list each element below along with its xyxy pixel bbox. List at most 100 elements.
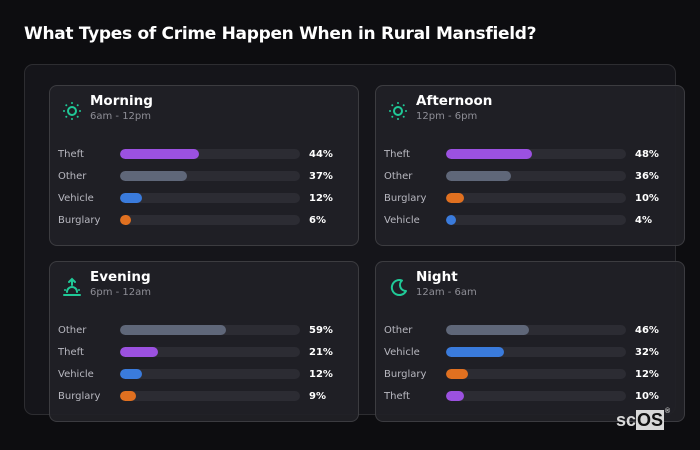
bar-fill: [120, 171, 187, 181]
bar-value: 10%: [635, 391, 659, 402]
bar-label: Burglary: [384, 369, 427, 380]
bar-fill: [446, 193, 464, 203]
bar-list: Other 59% Theft 21% Vehicle 12% Burglary 9%: [50, 323, 358, 411]
bar-label: Other: [384, 325, 413, 336]
bar-label: Burglary: [384, 193, 427, 204]
card-afternoon: Afternoon 12pm - 6pm Theft 48% Other 36% Bur…: [375, 85, 685, 246]
bar-track: [446, 391, 626, 401]
bar-value: 46%: [635, 325, 659, 336]
bar-value: 44%: [309, 149, 333, 160]
bar-row-burglary: Burglary 6%: [50, 213, 358, 235]
scos-logo: sc OS ®: [616, 408, 671, 430]
bar-fill: [446, 369, 468, 379]
bar-track: [120, 325, 300, 335]
bar-fill: [446, 325, 529, 335]
card-evening: Evening 6pm - 12am Other 59% Theft 21% Vehic…: [49, 261, 359, 422]
bar-value: 32%: [635, 347, 659, 358]
card-subtitle: 12pm - 6pm: [416, 111, 478, 122]
bar-fill: [446, 171, 511, 181]
bar-track: [120, 193, 300, 203]
bar-label: Vehicle: [58, 369, 94, 380]
bar-label: Vehicle: [384, 347, 420, 358]
bar-fill: [120, 193, 142, 203]
bar-fill: [446, 347, 504, 357]
bar-list: Theft 44% Other 37% Vehicle 12% Burglary 6%: [50, 147, 358, 235]
bar-value: 48%: [635, 149, 659, 160]
bar-row-vehicle: Vehicle 12%: [50, 367, 358, 389]
card-title: Morning: [90, 93, 153, 109]
bar-row-other: Other 46%: [376, 323, 684, 345]
card-morning: Morning 6am - 12pm Theft 44% Other 37% Vehic…: [49, 85, 359, 246]
logo-os: OS: [636, 410, 665, 430]
bar-track: [446, 347, 626, 357]
bar-track: [446, 215, 626, 225]
bar-fill: [120, 325, 227, 335]
bar-track: [446, 369, 626, 379]
bar-value: 21%: [309, 347, 333, 358]
bar-track: [120, 171, 300, 181]
card-subtitle: 12am - 6am: [416, 287, 477, 298]
bar-row-burglary: Burglary 9%: [50, 389, 358, 411]
card-subtitle: 6am - 12pm: [90, 111, 152, 122]
bar-label: Vehicle: [384, 215, 420, 226]
bar-track: [446, 325, 626, 335]
logo-sc: sc: [616, 410, 637, 430]
bar-row-other: Other 36%: [376, 169, 684, 191]
bar-track: [446, 193, 626, 203]
bar-track: [120, 215, 300, 225]
sun-icon: [387, 100, 409, 122]
bar-label: Other: [58, 171, 87, 182]
bar-row-other: Other 37%: [50, 169, 358, 191]
bar-value: 59%: [309, 325, 333, 336]
bar-value: 37%: [309, 171, 333, 182]
sun-icon: [61, 100, 83, 122]
bar-value: 4%: [635, 215, 652, 226]
bar-label: Theft: [58, 149, 84, 160]
bar-label: Burglary: [58, 391, 101, 402]
bar-row-burglary: Burglary 12%: [376, 367, 684, 389]
bar-row-burglary: Burglary 10%: [376, 191, 684, 213]
bar-label: Other: [384, 171, 413, 182]
bar-row-vehicle: Vehicle 4%: [376, 213, 684, 235]
bar-label: Theft: [58, 347, 84, 358]
card-night: Night 12am - 6am Other 46% Vehicle 32% Burgl…: [375, 261, 685, 422]
bar-label: Other: [58, 325, 87, 336]
bar-label: Theft: [384, 149, 410, 160]
bar-track: [446, 149, 626, 159]
bar-fill: [120, 391, 137, 401]
bar-row-vehicle: Vehicle 32%: [376, 345, 684, 367]
bar-label: Burglary: [58, 215, 101, 226]
bar-row-other: Other 59%: [50, 323, 358, 345]
bar-list: Theft 48% Other 36% Burglary 10% Vehicle 4%: [376, 147, 684, 235]
bar-track: [120, 347, 300, 357]
bar-value: 36%: [635, 171, 659, 182]
registered-mark: ®: [665, 408, 671, 415]
bar-row-theft: Theft 48%: [376, 147, 684, 169]
bar-value: 12%: [309, 369, 333, 380]
bar-label: Vehicle: [58, 193, 94, 204]
bar-value: 10%: [635, 193, 659, 204]
card-title: Afternoon: [416, 93, 493, 109]
bar-fill: [120, 347, 158, 357]
bar-fill: [120, 215, 131, 225]
bar-list: Other 46% Vehicle 32% Burglary 12% Theft 10%: [376, 323, 684, 411]
bar-track: [120, 369, 300, 379]
card-title: Night: [416, 269, 458, 285]
card-title: Evening: [90, 269, 151, 285]
bar-track: [446, 171, 626, 181]
sunset-icon: [61, 276, 83, 298]
bar-row-theft: Theft 44%: [50, 147, 358, 169]
bar-row-theft: Theft 21%: [50, 345, 358, 367]
bar-label: Theft: [384, 391, 410, 402]
bar-fill: [446, 391, 464, 401]
page-title: What Types of Crime Happen When in Rural…: [24, 24, 537, 44]
bar-fill: [120, 369, 142, 379]
moon-icon: [387, 276, 409, 298]
bar-fill: [120, 149, 200, 159]
bar-track: [120, 391, 300, 401]
bar-row-vehicle: Vehicle 12%: [50, 191, 358, 213]
bar-fill: [446, 149, 533, 159]
bar-value: 12%: [635, 369, 659, 380]
bar-track: [120, 149, 300, 159]
